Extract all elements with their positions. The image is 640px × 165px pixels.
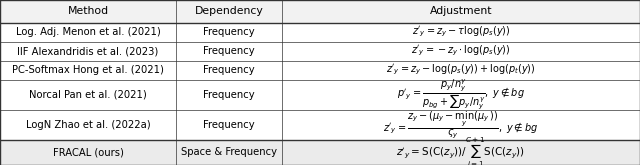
Bar bbox=[0, 140, 640, 165]
Text: $z'_y = -z_y \cdot \log(p_s(y))$: $z'_y = -z_y \cdot \log(p_s(y))$ bbox=[411, 44, 511, 58]
Bar bbox=[0, 110, 640, 140]
Bar bbox=[0, 42, 640, 61]
Text: Log. Adj. Menon et al. (2021): Log. Adj. Menon et al. (2021) bbox=[15, 27, 161, 37]
Bar bbox=[0, 61, 640, 80]
Text: $z'_y = z_y - \tau \log(p_s(y))$: $z'_y = z_y - \tau \log(p_s(y))$ bbox=[412, 25, 510, 39]
Text: LogN Zhao et al. (2022a): LogN Zhao et al. (2022a) bbox=[26, 120, 150, 130]
Text: Frequency: Frequency bbox=[203, 120, 255, 130]
Text: Dependency: Dependency bbox=[195, 6, 263, 16]
Text: $p'_y = \dfrac{p_y/n_y^\gamma}{p_{bg}+\sum p_y/n_y^\gamma},\ y \notin bg$: $p'_y = \dfrac{p_y/n_y^\gamma}{p_{bg}+\s… bbox=[397, 78, 525, 112]
Text: $z'_y = \dfrac{z_y-(\mu_y - \min_y(\mu_y))}{\varsigma_y},\ y \notin bg$: $z'_y = \dfrac{z_y-(\mu_y - \min_y(\mu_y… bbox=[383, 110, 538, 140]
Text: Norcal Pan et al. (2021): Norcal Pan et al. (2021) bbox=[29, 90, 147, 100]
Text: Frequency: Frequency bbox=[203, 90, 255, 100]
Text: IIF Alexandridis et al. (2023): IIF Alexandridis et al. (2023) bbox=[17, 46, 159, 56]
Text: Method: Method bbox=[67, 6, 109, 16]
Text: PC-Softmax Hong et al. (2021): PC-Softmax Hong et al. (2021) bbox=[12, 65, 164, 75]
Text: Frequency: Frequency bbox=[203, 65, 255, 75]
Text: $z'_y = z_y - \log(p_s(y)) + \log(p_t(y))$: $z'_y = z_y - \log(p_s(y)) + \log(p_t(y)… bbox=[386, 63, 536, 77]
Text: Frequency: Frequency bbox=[203, 46, 255, 56]
Text: FRACAL (ours): FRACAL (ours) bbox=[52, 148, 124, 157]
Bar bbox=[0, 23, 640, 42]
Bar bbox=[0, 0, 640, 23]
Text: Space & Frequency: Space & Frequency bbox=[181, 148, 277, 157]
Text: Frequency: Frequency bbox=[203, 27, 255, 37]
Text: Adjustment: Adjustment bbox=[429, 6, 492, 16]
Bar bbox=[0, 80, 640, 110]
Text: $z'_y = \mathrm{S}(\mathrm{C}(z_y))/\sum_{j=1}^{C+1}\mathrm{S}(\mathrm{C}(z_y))$: $z'_y = \mathrm{S}(\mathrm{C}(z_y))/\sum… bbox=[396, 136, 525, 165]
